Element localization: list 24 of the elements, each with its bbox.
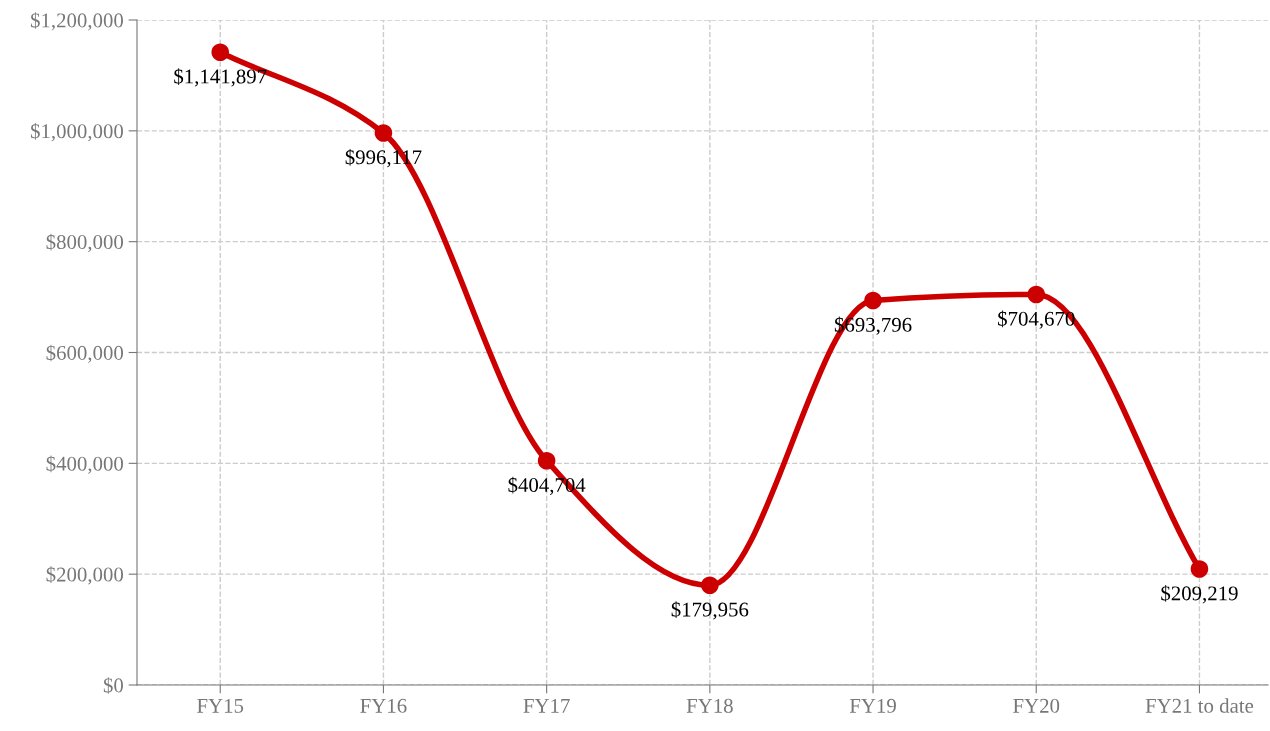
x-tick-label: FY15: [197, 698, 244, 713]
data-label: $1,141,897: [174, 68, 267, 87]
x-tick-label: FY16: [360, 698, 407, 713]
point: [211, 43, 230, 61]
point: [864, 291, 882, 310]
x-tick-label: FY17: [523, 698, 570, 713]
x-tick-label: FY18: [686, 698, 733, 713]
y-tick-label: $600,000: [46, 344, 124, 363]
y-tick-label: $1,200,000: [30, 12, 124, 31]
data-label: $179,956: [671, 601, 749, 620]
y-tick-label: $1,000,000: [30, 122, 124, 142]
data-label: $209,219: [1161, 585, 1238, 604]
point: [1027, 285, 1046, 304]
point: [537, 451, 556, 470]
x-tick-label: FY19: [849, 698, 896, 713]
y-tick-label: $200,000: [46, 566, 124, 585]
x-tick-label: FY20: [1013, 698, 1060, 713]
y-tick-label: $400,000: [46, 455, 124, 474]
point: [374, 124, 393, 142]
point: [701, 576, 719, 595]
x-tick-label: FY21 to date: [1145, 698, 1254, 713]
y-tick-label: $800,000: [46, 233, 124, 253]
point: [1190, 560, 1209, 578]
y-tick-label: $0: [103, 677, 124, 694]
